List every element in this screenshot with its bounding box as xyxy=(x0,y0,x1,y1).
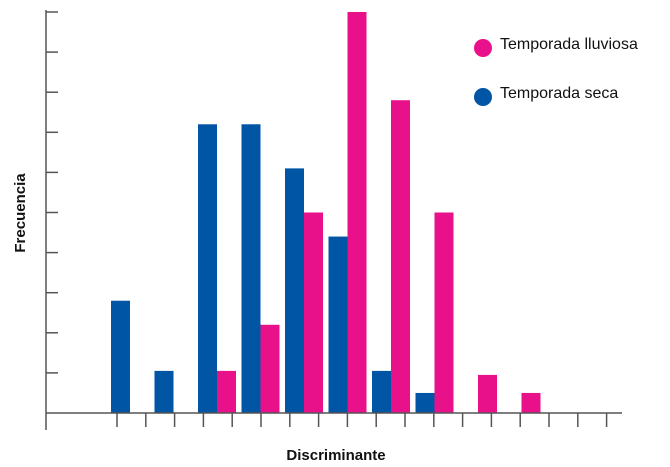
bar-seca-1 xyxy=(154,370,174,413)
bar-lluviosa-3 xyxy=(260,324,280,413)
x-axis-title: Discriminante xyxy=(286,447,385,464)
x-ticks xyxy=(116,413,608,427)
bar-seca-7 xyxy=(415,392,435,413)
bar-lluviosa-4 xyxy=(304,212,323,413)
bar-seca-2 xyxy=(198,124,217,413)
bar-seca-3 xyxy=(241,124,261,413)
bars-group xyxy=(111,12,541,413)
bar-lluviosa-6 xyxy=(391,100,410,413)
bar-lluviosa-8 xyxy=(478,374,497,413)
bar-lluviosa-7 xyxy=(434,212,454,413)
legend-label-seca: Temporada seca xyxy=(500,85,618,102)
legend-marker-lluviosa xyxy=(474,39,492,57)
legend-label-lluviosa: Temporada lluviosa xyxy=(500,36,638,53)
bar-seca-0 xyxy=(111,300,130,413)
legend-marker-seca xyxy=(474,88,492,106)
bar-lluviosa-9 xyxy=(521,392,541,413)
y-ticks xyxy=(46,11,58,374)
bar-seca-5 xyxy=(328,236,348,413)
bar-lluviosa-2 xyxy=(217,370,236,413)
legend: Temporada lluviosa Temporada seca xyxy=(474,36,638,106)
bar-lluviosa-5 xyxy=(347,12,367,413)
y-axis-title: Frecuencia xyxy=(12,173,29,253)
bar-seca-6 xyxy=(372,370,391,413)
bar-seca-4 xyxy=(285,168,304,413)
